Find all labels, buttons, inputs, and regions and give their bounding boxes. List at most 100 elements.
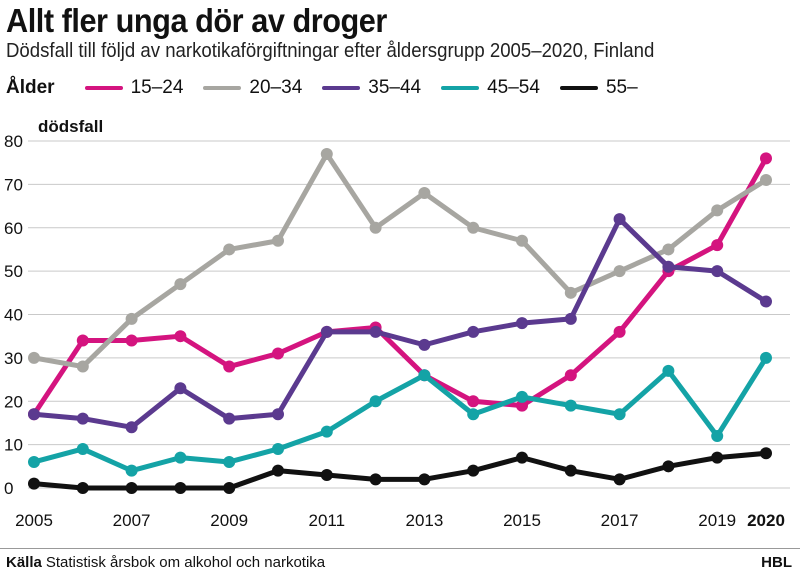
data-point-2-2010: [272, 408, 284, 421]
data-point-1-2010: [272, 234, 284, 247]
data-point-3-2018: [662, 364, 675, 377]
y-tick-0: 0: [4, 479, 13, 498]
data-point-4-2011: [320, 468, 333, 481]
data-point-4-2015: [516, 451, 528, 464]
data-point-4-2020: [760, 447, 772, 460]
data-point-3-2009: [223, 455, 236, 468]
data-point-2-2012: [369, 325, 382, 338]
legend-label-20-34: 20–34: [249, 77, 303, 98]
y-tick-30: 30: [4, 349, 23, 368]
data-point-3-2016: [564, 399, 577, 412]
data-point-2-2013: [418, 338, 431, 351]
data-point-0-2020: [760, 152, 772, 165]
x-tick-2019: 2019: [698, 511, 736, 530]
data-point-4-2018: [662, 460, 675, 473]
y-tick-80: 80: [4, 132, 23, 151]
y-tick-70: 70: [4, 175, 23, 194]
data-point-1-2016: [564, 286, 577, 299]
legend-label-35-44: 35–44: [368, 77, 422, 98]
data-point-2-2019: [711, 265, 724, 278]
data-point-2-2006: [76, 412, 89, 425]
footer: Källa Statistisk årsbok om alkohol och na…: [0, 548, 800, 577]
data-point-1-2012: [369, 221, 382, 234]
data-point-4-2017: [613, 473, 626, 486]
y-tick-10: 10: [4, 436, 23, 455]
data-point-3-2010: [272, 442, 284, 455]
y-tick-50: 50: [4, 262, 23, 281]
brand-logo: HBL: [761, 554, 792, 571]
y-axis-label: dödsfall: [38, 117, 103, 136]
series-line-1: [31, 151, 769, 370]
data-point-2-2009: [223, 412, 236, 425]
data-point-0-2016: [564, 369, 577, 382]
legend-swatch-55: [559, 86, 598, 90]
data-point-0-2008: [174, 330, 187, 343]
data-point-2-2018: [662, 260, 675, 273]
data-point-3-2014: [467, 408, 480, 421]
data-point-4-2016: [564, 464, 577, 477]
source-text: Statistisk årsbok om alkohol och narkoti…: [45, 554, 326, 571]
y-axis-ticks: 0 10 20 30 40 50 60 70 80: [4, 132, 23, 498]
data-point-4-2006: [76, 482, 89, 494]
data-point-0-2009: [223, 360, 236, 373]
data-point-4-2019: [711, 451, 724, 464]
data-point-1-2014: [467, 221, 480, 234]
data-point-3-2020: [760, 351, 772, 364]
legend-swatch-35-44: [322, 86, 361, 90]
y-tick-20: 20: [4, 392, 23, 411]
legend-item-20-34: 20–34: [203, 77, 302, 99]
x-axis-ticks: 2005 2007 2009 2011 2013 2015 2017 2019 2020: [15, 511, 785, 530]
data-point-3-2012: [369, 395, 382, 408]
series-3: [28, 351, 772, 477]
legend-title: Ålder: [6, 77, 55, 98]
legend-label-55: 55–: [605, 77, 638, 98]
series-2: [28, 213, 772, 434]
data-point-1-2013: [418, 187, 431, 200]
data-point-1-2015: [516, 234, 528, 247]
legend-item-35-44: 35–44: [322, 77, 421, 99]
legend: Ålder 15–24 20–34 35–44 45–54 55–: [6, 76, 658, 100]
data-point-4-2005: [28, 477, 40, 490]
legend-item-45-54: 45–54: [441, 77, 540, 99]
grid: [28, 140, 790, 489]
data-point-3-2011: [320, 425, 333, 438]
series-lines: [28, 148, 772, 494]
series-line-0: [31, 155, 769, 417]
chart-subtitle: Dödsfall till följd av narkotikaförgiftn…: [6, 40, 655, 62]
legend-item-55: 55–: [559, 77, 638, 99]
x-tick-2005: 2005: [15, 511, 53, 530]
x-tick-2007: 2007: [113, 511, 151, 530]
data-point-3-2007: [125, 464, 138, 477]
data-point-0-2007: [125, 334, 138, 347]
data-point-2-2014: [467, 325, 480, 338]
data-point-2-2005: [28, 408, 40, 421]
series-line-3: [31, 355, 769, 474]
chart-title: Allt fler unga dör av droger: [6, 2, 387, 39]
data-point-3-2017: [613, 408, 626, 421]
data-point-0-2015: [516, 399, 528, 412]
data-point-2-2017: [613, 213, 626, 226]
data-point-0-2006: [76, 334, 89, 347]
source-note: Källa Statistisk årsbok om alkohol och na…: [6, 554, 325, 571]
data-point-2-2011: [320, 325, 333, 338]
x-tick-2009: 2009: [210, 511, 248, 530]
data-point-4-2010: [272, 464, 284, 477]
source-label: Källa: [6, 554, 42, 571]
x-tick-2020: 2020: [747, 511, 785, 530]
data-point-0-2017: [613, 325, 626, 338]
x-tick-2013: 2013: [405, 511, 443, 530]
data-point-4-2009: [223, 482, 236, 494]
legend-swatch-45-54: [441, 86, 480, 90]
legend-label-45-54: 45–54: [487, 77, 540, 98]
legend-swatch-15-24: [84, 86, 123, 90]
x-tick-2015: 2015: [503, 511, 541, 530]
data-point-4-2008: [174, 482, 187, 494]
series-1: [28, 148, 772, 373]
series-4: [28, 447, 772, 494]
data-point-1-2018: [662, 243, 675, 256]
data-point-3-2006: [76, 442, 89, 455]
legend-label-15-24: 15–24: [130, 77, 184, 98]
data-point-3-2005: [28, 455, 40, 468]
data-point-1-2017: [613, 265, 626, 278]
